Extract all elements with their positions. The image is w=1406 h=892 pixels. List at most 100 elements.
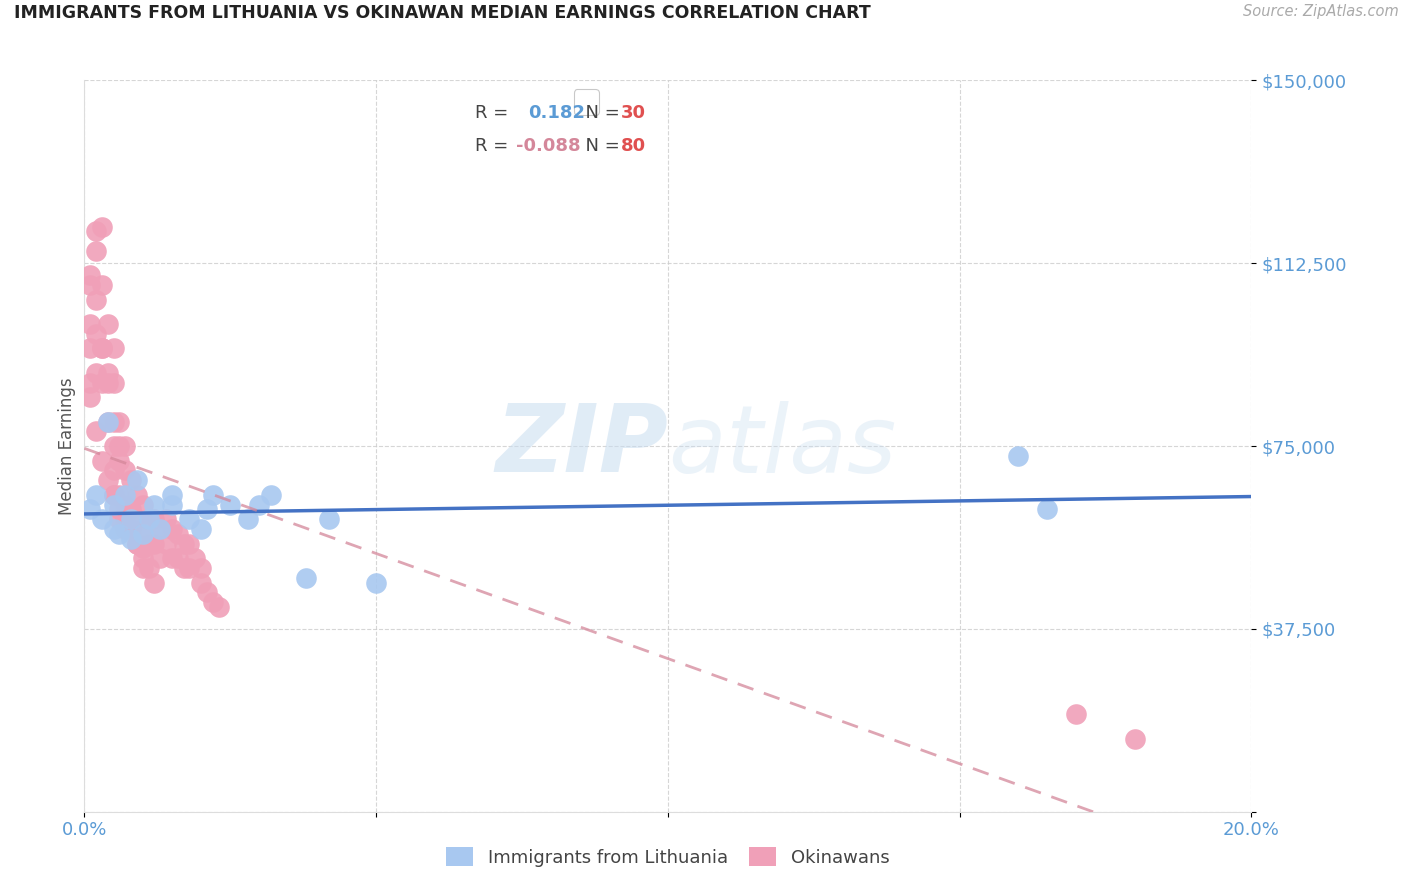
- Point: [103, 342, 125, 356]
- Point: [143, 512, 166, 526]
- Point: [295, 571, 318, 585]
- Point: [97, 415, 120, 429]
- Point: [207, 599, 229, 614]
- Point: [1066, 707, 1088, 722]
- Point: [79, 390, 101, 404]
- Point: [149, 522, 172, 536]
- Point: [1123, 731, 1146, 746]
- Text: R =: R =: [475, 104, 515, 122]
- Point: [260, 488, 283, 502]
- Point: [97, 415, 120, 429]
- Point: [219, 498, 242, 512]
- Point: [103, 415, 125, 429]
- Legend: Immigrants from Lithuania, Okinawans: Immigrants from Lithuania, Okinawans: [437, 838, 898, 876]
- Point: [201, 488, 224, 502]
- Point: [143, 498, 166, 512]
- Point: [155, 536, 177, 550]
- Text: IMMIGRANTS FROM LITHUANIA VS OKINAWAN MEDIAN EARNINGS CORRELATION CHART: IMMIGRANTS FROM LITHUANIA VS OKINAWAN ME…: [14, 4, 870, 22]
- Point: [143, 536, 166, 550]
- Point: [125, 536, 148, 550]
- Point: [132, 561, 155, 575]
- Point: [114, 439, 136, 453]
- Point: [114, 522, 136, 536]
- Text: 0.182: 0.182: [527, 104, 585, 122]
- Point: [132, 551, 155, 566]
- Point: [195, 502, 218, 516]
- Point: [184, 551, 207, 566]
- Point: [138, 512, 160, 526]
- Point: [166, 526, 188, 541]
- Point: [125, 473, 148, 487]
- Point: [90, 512, 112, 526]
- Point: [125, 488, 148, 502]
- Point: [190, 561, 212, 575]
- Point: [84, 488, 107, 502]
- Point: [120, 522, 142, 536]
- Point: [90, 376, 112, 390]
- Point: [103, 522, 125, 536]
- Point: [103, 376, 125, 390]
- Point: [179, 512, 201, 526]
- Text: ZIP: ZIP: [495, 400, 668, 492]
- Point: [97, 317, 120, 331]
- Y-axis label: Median Earnings: Median Earnings: [58, 377, 76, 515]
- Point: [108, 415, 131, 429]
- Point: [108, 439, 131, 453]
- Point: [97, 366, 120, 380]
- Point: [160, 498, 183, 512]
- Point: [149, 551, 172, 566]
- Point: [132, 498, 155, 512]
- Point: [120, 522, 142, 536]
- Point: [125, 536, 148, 550]
- Text: N =: N =: [575, 137, 626, 155]
- Point: [79, 502, 101, 516]
- Point: [190, 575, 212, 590]
- Point: [143, 575, 166, 590]
- Point: [108, 453, 131, 467]
- Point: [114, 512, 136, 526]
- Point: [103, 439, 125, 453]
- Point: [132, 522, 155, 536]
- Point: [90, 342, 112, 356]
- Point: [114, 488, 136, 502]
- Point: [149, 522, 172, 536]
- Point: [84, 293, 107, 307]
- Point: [201, 595, 224, 609]
- Point: [125, 512, 148, 526]
- Point: [90, 278, 112, 293]
- Point: [1007, 449, 1029, 463]
- Point: [236, 512, 259, 526]
- Point: [120, 512, 142, 526]
- Point: [195, 585, 218, 599]
- Point: [108, 526, 131, 541]
- Point: [90, 219, 112, 234]
- Point: [79, 268, 101, 283]
- Point: [318, 512, 340, 526]
- Point: [108, 502, 131, 516]
- Point: [84, 224, 107, 238]
- Point: [120, 502, 142, 516]
- Point: [84, 326, 107, 341]
- Point: [132, 526, 155, 541]
- Point: [79, 317, 101, 331]
- Point: [138, 536, 160, 550]
- Point: [247, 498, 270, 512]
- Point: [138, 512, 160, 526]
- Point: [79, 278, 101, 293]
- Point: [179, 536, 201, 550]
- Text: atlas: atlas: [668, 401, 896, 491]
- Point: [79, 342, 101, 356]
- Text: Source: ZipAtlas.com: Source: ZipAtlas.com: [1243, 4, 1399, 20]
- Point: [114, 463, 136, 477]
- Text: -0.088: -0.088: [516, 137, 581, 155]
- Point: [103, 488, 125, 502]
- Point: [79, 376, 101, 390]
- Point: [173, 536, 195, 550]
- Point: [155, 512, 177, 526]
- Point: [138, 561, 160, 575]
- Text: R =: R =: [475, 137, 515, 155]
- Point: [190, 522, 212, 536]
- Point: [160, 522, 183, 536]
- Point: [108, 512, 131, 526]
- Point: [160, 551, 183, 566]
